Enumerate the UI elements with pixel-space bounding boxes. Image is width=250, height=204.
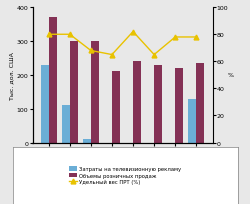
Y-axis label: %: % (228, 73, 234, 78)
Bar (83, 140, 91, 143)
Удельный вес ПРТ (%) (47, 34, 50, 36)
Bar (70, 42, 78, 143)
Bar (133, 62, 141, 143)
Bar (91, 42, 99, 143)
Bar (196, 64, 204, 143)
Удельный вес ПРТ (%) (195, 37, 198, 39)
Удельный вес ПРТ (%) (110, 54, 114, 57)
Удельный вес ПРТ (%) (68, 34, 71, 36)
Line: Удельный вес ПРТ (%): Удельный вес ПРТ (%) (46, 30, 199, 58)
Удельный вес ПРТ (%) (153, 54, 156, 57)
Bar (175, 69, 183, 143)
Удельный вес ПРТ (%) (89, 50, 92, 52)
Bar (188, 99, 196, 143)
Bar (41, 65, 49, 143)
Удельный вес ПРТ (%) (132, 31, 134, 34)
Y-axis label: Тыс. дол. США: Тыс. дол. США (9, 52, 14, 99)
Bar (62, 106, 70, 143)
Bar (112, 72, 120, 143)
Bar (49, 18, 57, 143)
Legend: Затраты на телевизионную рекламу, Объемы розничных продаж, Удельный вес ПРТ (%): Затраты на телевизионную рекламу, Объемы… (67, 165, 183, 186)
Bar (154, 65, 162, 143)
Удельный вес ПРТ (%) (174, 37, 177, 39)
